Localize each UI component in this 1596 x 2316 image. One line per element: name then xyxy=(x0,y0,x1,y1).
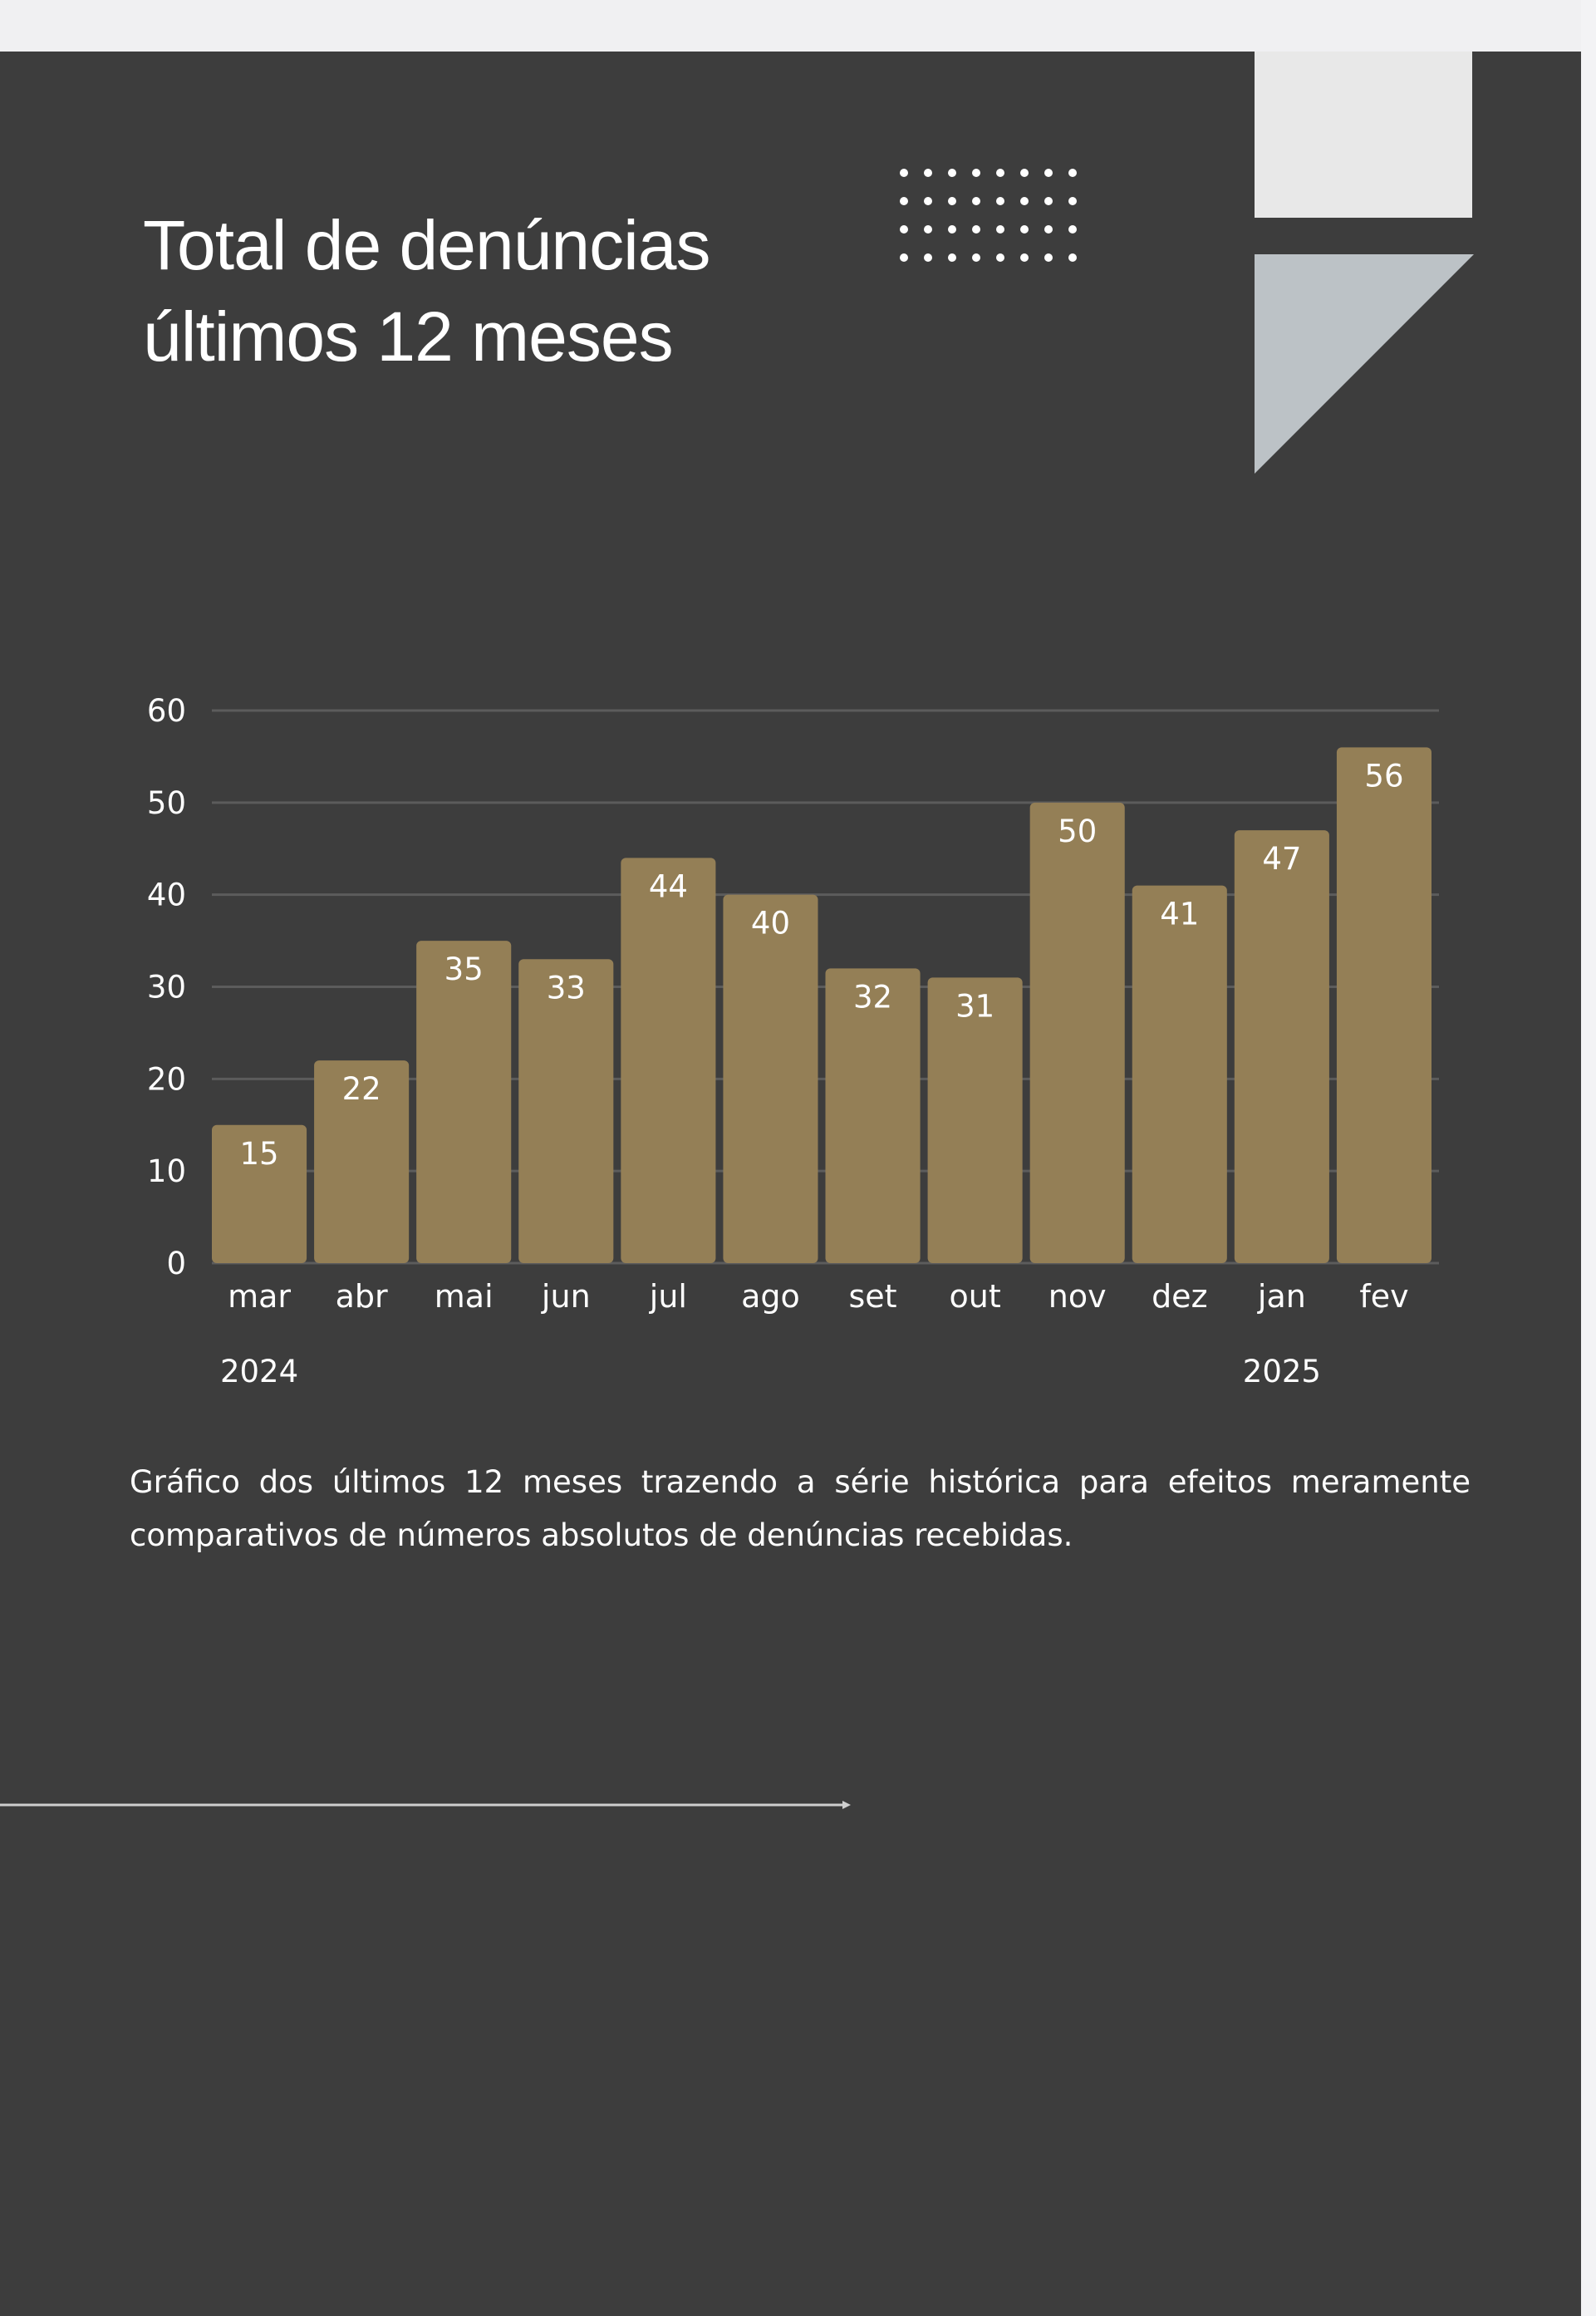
decor-dot xyxy=(1068,169,1077,177)
data-label: 40 xyxy=(751,906,790,942)
x-tick-label: jan xyxy=(1257,1278,1306,1315)
y-tick-label: 20 xyxy=(147,1061,186,1097)
decor-dot xyxy=(996,169,1004,177)
data-label: 50 xyxy=(1058,814,1097,849)
data-label: 15 xyxy=(239,1136,278,1172)
data-label: 56 xyxy=(1364,758,1403,794)
decor-dot xyxy=(948,253,956,262)
decor-dot xyxy=(924,197,932,205)
decor-dot xyxy=(1068,197,1077,205)
bar-jun xyxy=(518,959,614,1263)
decor-dot xyxy=(900,225,908,234)
bar-nov xyxy=(1029,802,1125,1263)
decor-dot xyxy=(1068,253,1077,262)
data-label: 44 xyxy=(649,868,688,904)
title-line-1: Total de denúncias xyxy=(143,206,711,284)
decor-dot xyxy=(900,169,908,177)
bottom-divider-arrow xyxy=(0,1801,851,1809)
decor-dot xyxy=(1044,169,1053,177)
y-tick-label: 50 xyxy=(147,785,186,821)
data-label: 41 xyxy=(1160,897,1199,932)
y-tick-label: 40 xyxy=(147,878,186,913)
data-label: 22 xyxy=(342,1071,381,1107)
bar-chart: 0 10 20 30 40 50 60 15 mar 22 abr 35 mai 33 jun 44 jul 40… xyxy=(147,693,1439,1389)
bar-mai xyxy=(416,941,512,1263)
chart-caption: Gráfico dos últimos 12 meses trazendo a … xyxy=(130,1464,1471,1553)
decor-dot xyxy=(1044,225,1053,234)
title-line-2: últimos 12 meses xyxy=(143,297,674,376)
bar-mar xyxy=(212,1124,307,1263)
bar-fev xyxy=(1336,747,1431,1263)
decorative-rectangle xyxy=(1255,52,1472,218)
x-tick-label: abr xyxy=(336,1278,388,1315)
x-tick-label: fev xyxy=(1359,1278,1408,1315)
decor-dot xyxy=(996,253,1004,262)
y-tick-label: 0 xyxy=(166,1246,186,1281)
decor-dot xyxy=(1044,253,1053,262)
y-tick-label: 60 xyxy=(147,693,186,729)
x-tick-label: mai xyxy=(435,1278,494,1315)
decor-dot xyxy=(948,197,956,205)
bar-abr xyxy=(314,1060,410,1263)
dot-grid-decoration xyxy=(900,169,1077,262)
decor-dot xyxy=(1020,197,1029,205)
y-tick-label: 30 xyxy=(147,970,186,1006)
decor-dot xyxy=(972,169,980,177)
decor-dot xyxy=(972,197,980,205)
data-label: 31 xyxy=(955,988,994,1024)
bar-jan xyxy=(1234,830,1329,1263)
x-tick-label: ago xyxy=(741,1278,800,1315)
data-label: 35 xyxy=(444,951,484,987)
year-label: 2024 xyxy=(220,1354,298,1389)
decor-dot xyxy=(924,225,932,234)
bar-dez xyxy=(1132,885,1227,1263)
decor-dot xyxy=(900,253,908,262)
decor-dot xyxy=(924,169,932,177)
x-tick-label: out xyxy=(950,1278,1001,1315)
x-tick-label: jun xyxy=(541,1278,591,1315)
top-strip xyxy=(0,0,1596,52)
decor-dot xyxy=(948,169,956,177)
decor-dot xyxy=(948,225,956,234)
decor-dot xyxy=(924,253,932,262)
decor-dot xyxy=(996,225,1004,234)
x-tick-label: dez xyxy=(1152,1278,1207,1315)
decor-dot xyxy=(1068,225,1077,234)
decor-dot xyxy=(972,225,980,234)
decor-dot xyxy=(1020,169,1029,177)
x-tick-label: nov xyxy=(1048,1278,1107,1315)
data-label: 32 xyxy=(853,979,892,1015)
page-title: Total de denúncias últimos 12 meses xyxy=(143,199,711,382)
bar-out xyxy=(927,977,1023,1263)
data-label: 47 xyxy=(1262,841,1301,877)
decor-dot xyxy=(1020,225,1029,234)
decor-dot xyxy=(972,253,980,262)
x-tick-label: set xyxy=(849,1278,897,1315)
bar-set xyxy=(825,968,921,1263)
y-tick-label: 10 xyxy=(147,1153,186,1189)
decor-dot xyxy=(1020,253,1029,262)
x-tick-label: mar xyxy=(228,1278,291,1315)
bar-jul xyxy=(621,858,716,1263)
decor-dot xyxy=(1044,197,1053,205)
data-label: 33 xyxy=(547,970,586,1006)
right-edge-strip xyxy=(1581,0,1596,2316)
bar-ago xyxy=(723,894,818,1263)
decor-dot xyxy=(996,197,1004,205)
decor-dot xyxy=(900,197,908,205)
year-label: 2025 xyxy=(1243,1354,1321,1389)
x-tick-label: jul xyxy=(649,1278,687,1315)
decorative-triangle xyxy=(1255,254,1474,474)
